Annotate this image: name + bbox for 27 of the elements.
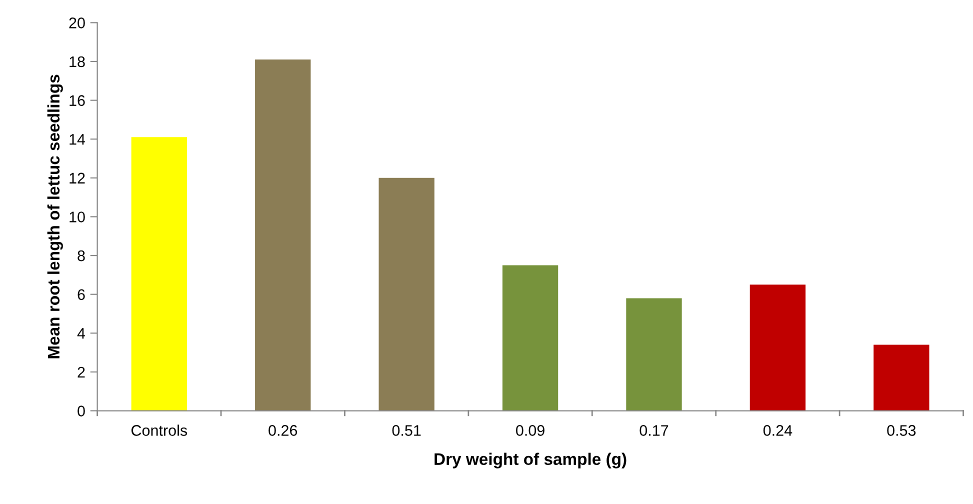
y-tick-label: 20: [69, 18, 85, 28]
y-tick-label: 18: [70, 56, 85, 68]
bar: [378, 178, 434, 411]
x-tick-label: 0.51: [392, 425, 421, 436]
bar: [255, 60, 311, 411]
bar: [874, 344, 930, 411]
bar: [626, 298, 682, 411]
y-tick-label: 10: [70, 212, 85, 222]
x-tick-label: 0.09: [516, 425, 544, 436]
y-tick-label: 14: [70, 134, 86, 145]
x-axis-title: Dry weight of sample (g): [434, 452, 626, 468]
x-tick-label: 0.17: [640, 425, 668, 436]
y-tick-label: 16: [70, 95, 85, 106]
x-tick-label: Controls: [131, 424, 188, 436]
bar: [131, 137, 187, 411]
y-axis-title: Mean root length of lettuc seedlings: [47, 74, 63, 358]
y-tick-label: 8: [78, 250, 85, 262]
y-tick-label: 12: [70, 172, 85, 184]
bar: [502, 265, 558, 411]
y-tick-label: 6: [78, 289, 85, 300]
y-tick-label: 2: [78, 366, 85, 378]
y-tick-label: 4: [77, 328, 86, 339]
x-tick-label: 0.26: [268, 425, 298, 436]
bar: [750, 284, 806, 411]
y-tick-label: 0: [78, 406, 85, 416]
x-tick-label: 0.24: [763, 425, 792, 436]
x-tick-label: 0.53: [887, 425, 916, 436]
